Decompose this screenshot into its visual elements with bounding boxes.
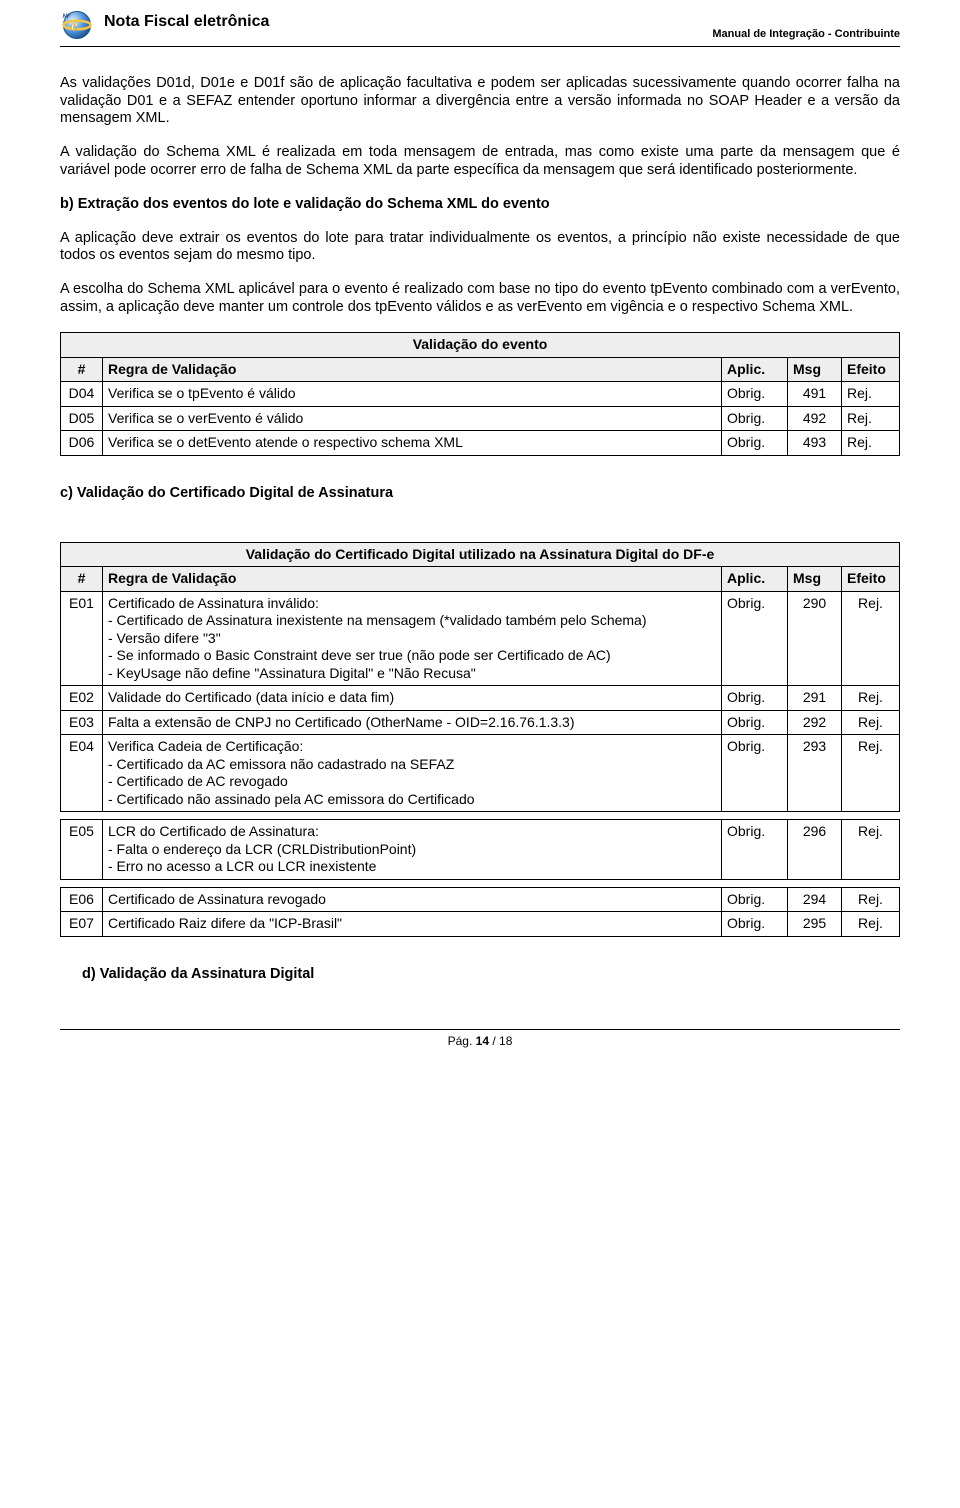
footer-current: 14 [476,1034,489,1048]
svg-text:NF: NF [63,14,71,20]
header-title: Nota Fiscal eletrônica [104,12,712,32]
cell-aplic: Obrig. [722,710,788,735]
cell-msg: 290 [788,591,842,686]
cell-msg: 296 [788,820,842,880]
cell-aplic: Obrig. [722,912,788,937]
section-d-title: d) Validação da Assinatura Digital [60,965,900,983]
cell-msg: 492 [788,406,842,431]
cell-regra: Verifica se o tpEvento é válido [103,382,722,407]
footer-label: Pág. [448,1034,476,1048]
cell-id: E06 [61,887,103,912]
table2-hdr-aplic: Aplic. [722,567,788,592]
table1-hdr-regra: Regra de Validação [103,357,722,382]
table1-caption: Validação do evento [61,333,900,358]
cell-regra: LCR do Certificado de Assinatura: - Falt… [103,820,722,880]
table-row: D04Verifica se o tpEvento é válidoObrig.… [61,382,900,407]
cell-efeito: Rej. [842,735,900,812]
cell-aplic: Obrig. [722,591,788,686]
cell-regra: Falta a extensão de CNPJ no Certificado … [103,710,722,735]
cell-aplic: Obrig. [722,820,788,880]
table-validacao-certificado: Validação do Certificado Digital utiliza… [60,542,900,937]
cell-aplic: Obrig. [722,431,788,456]
cell-efeito: Rej. [842,591,900,686]
cell-msg: 292 [788,710,842,735]
table-row: E04Verifica Cadeia de Certificação: - Ce… [61,735,900,812]
nfe-logo-icon: e NF [60,8,94,42]
cell-regra: Certificado Raiz difere da "ICP-Brasil" [103,912,722,937]
table1-hdr-efeito: Efeito [842,357,900,382]
cell-regra: Verifica se o verEvento é válido [103,406,722,431]
cell-aplic: Obrig. [722,887,788,912]
footer-sep: / [489,1034,499,1048]
section-b-title: b) Extração dos eventos do lote e valida… [60,195,900,213]
page-footer: Pág. 14 / 18 [60,1023,900,1049]
svg-text:e: e [71,17,78,34]
cell-regra: Verifica se o detEvento atende o respect… [103,431,722,456]
cell-aplic: Obrig. [722,686,788,711]
cell-id: E05 [61,820,103,880]
cell-efeito: Rej. [842,887,900,912]
table1-hdr-msg: Msg [788,357,842,382]
paragraph-1: As validações D01d, D01e e D01f são de a… [60,75,900,128]
table1-hdr-hash: # [61,357,103,382]
table-row: D06Verifica se o detEvento atende o resp… [61,431,900,456]
cell-efeito: Rej. [842,431,900,456]
paragraph-3: A aplicação deve extrair os eventos do l… [60,230,900,265]
cell-efeito: Rej. [842,382,900,407]
cell-aplic: Obrig. [722,735,788,812]
cell-id: D04 [61,382,103,407]
cell-msg: 291 [788,686,842,711]
cell-id: E03 [61,710,103,735]
paragraph-4: A escolha do Schema XML aplicável para o… [60,281,900,316]
cell-efeito: Rej. [842,406,900,431]
cell-efeito: Rej. [842,710,900,735]
cell-msg: 294 [788,887,842,912]
table-row: E06Certificado de Assinatura revogadoObr… [61,887,900,912]
cell-efeito: Rej. [842,686,900,711]
table2-caption: Validação do Certificado Digital utiliza… [61,542,900,567]
header-subtitle: Manual de Integração - Contribuinte [712,28,900,42]
cell-id: E04 [61,735,103,812]
cell-msg: 295 [788,912,842,937]
table1-hdr-aplic: Aplic. [722,357,788,382]
cell-msg: 491 [788,382,842,407]
table-row: E01Certificado de Assinatura inválido: -… [61,591,900,686]
cell-id: E02 [61,686,103,711]
cell-msg: 493 [788,431,842,456]
table-row: E02Validade do Certificado (data início … [61,686,900,711]
cell-regra: Certificado de Assinatura revogado [103,887,722,912]
cell-regra: Verifica Cadeia de Certificação: - Certi… [103,735,722,812]
cell-efeito: Rej. [842,912,900,937]
cell-id: D06 [61,431,103,456]
cell-aplic: Obrig. [722,382,788,407]
table2-hdr-regra: Regra de Validação [103,567,722,592]
section-c-title: c) Validação do Certificado Digital de A… [60,484,900,502]
table-spacer [61,812,900,820]
table2-hdr-msg: Msg [788,567,842,592]
table-row: E03Falta a extensão de CNPJ no Certifica… [61,710,900,735]
table2-hdr-efeito: Efeito [842,567,900,592]
cell-regra: Validade do Certificado (data início e d… [103,686,722,711]
footer-total: 18 [499,1034,512,1048]
table-validacao-evento: Validação do evento # Regra de Validação… [60,332,900,456]
table2-hdr-hash: # [61,567,103,592]
cell-regra: Certificado de Assinatura inválido: - Ce… [103,591,722,686]
cell-id: E01 [61,591,103,686]
paragraph-2: A validação do Schema XML é realizada em… [60,144,900,179]
cell-aplic: Obrig. [722,406,788,431]
cell-efeito: Rej. [842,820,900,880]
cell-id: D05 [61,406,103,431]
table-row: E07Certificado Raiz difere da "ICP-Brasi… [61,912,900,937]
footer-divider [60,1029,900,1030]
cell-msg: 293 [788,735,842,812]
table-row: D05Verifica se o verEvento é válidoObrig… [61,406,900,431]
page-header: e NF Nota Fiscal eletrônica Manual de In… [60,12,900,47]
table-spacer [61,879,900,887]
cell-id: E07 [61,912,103,937]
table-row: E05LCR do Certificado de Assinatura: - F… [61,820,900,880]
